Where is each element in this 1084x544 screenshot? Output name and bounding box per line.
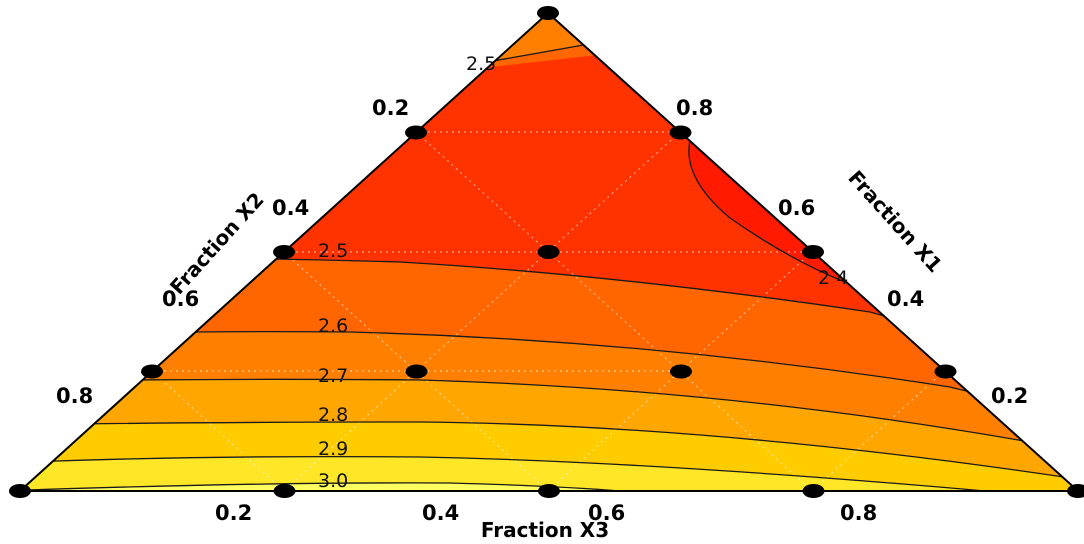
tick-x3-0: 0.2	[215, 501, 252, 525]
contour-line-2.9	[20, 455, 1078, 491]
contour-label-2.9: 2.9	[318, 438, 348, 460]
contour-label-2.8: 2.8	[318, 404, 348, 426]
tick-x3-2: 0.6	[588, 501, 625, 525]
design-point-8	[670, 364, 692, 379]
tick-x2-1: 0.4	[272, 196, 309, 220]
design-point-4	[537, 245, 560, 259]
tick-x2-3: 0.8	[56, 384, 93, 408]
design-point-1	[405, 125, 427, 140]
design-point-7	[405, 364, 428, 379]
design-point-6	[141, 364, 163, 379]
design-points	[9, 6, 1084, 498]
design-point-5	[802, 245, 824, 259]
design-point-13	[802, 484, 825, 498]
axis-title-x3: Fraction X3	[481, 518, 609, 542]
design-point-11	[273, 484, 296, 498]
contour-line-3.0	[20, 482, 621, 491]
contour-label-2.4: 2 4	[818, 267, 848, 289]
contour-label-2.5: 2.5	[318, 240, 348, 262]
band-2.9-3.0	[20, 456, 1078, 491]
tick-x3-3: 0.8	[840, 501, 877, 525]
tick-x1-2: 0.4	[887, 287, 924, 311]
contour-label-2.6: 2.6	[318, 315, 348, 337]
tick-x2-2: 0.6	[162, 287, 199, 311]
tick-labels-x2: 0.2 0.4 0.6 0.8	[56, 96, 409, 408]
design-point-0	[537, 6, 559, 20]
contour-line-2.8	[20, 421, 1078, 481]
tick-x2-0: 0.2	[372, 96, 409, 120]
design-point-12	[538, 484, 560, 498]
tick-x3-1: 0.4	[422, 501, 459, 525]
contour-label-3.0: 3.0	[318, 470, 348, 492]
tick-labels-x1: 0.8 0.6 0.4 0.2	[676, 96, 1028, 408]
tick-x1-1: 0.6	[778, 196, 815, 220]
design-point-14	[1067, 484, 1084, 498]
contour-line-2.4	[688, 139, 846, 283]
tick-labels-x3: 0.2 0.4 0.6 0.8	[215, 501, 877, 525]
axis-title-x1: Fraction X1	[843, 166, 947, 277]
design-point-2	[669, 125, 692, 140]
design-point-10	[9, 484, 31, 498]
contour-label-2.7: 2.7	[318, 365, 348, 387]
tick-x1-3: 0.2	[991, 384, 1028, 408]
contour-labels: 2.5 2.5 2 4 2.6 2.7 2.8 2.9 3.0	[318, 53, 848, 492]
contour-line-2.7	[20, 378, 1078, 453]
tick-x1-0: 0.8	[676, 96, 713, 120]
contour-label-2.5-top: 2.5	[466, 53, 496, 75]
design-point-3	[273, 245, 295, 259]
design-point-9	[934, 364, 957, 379]
